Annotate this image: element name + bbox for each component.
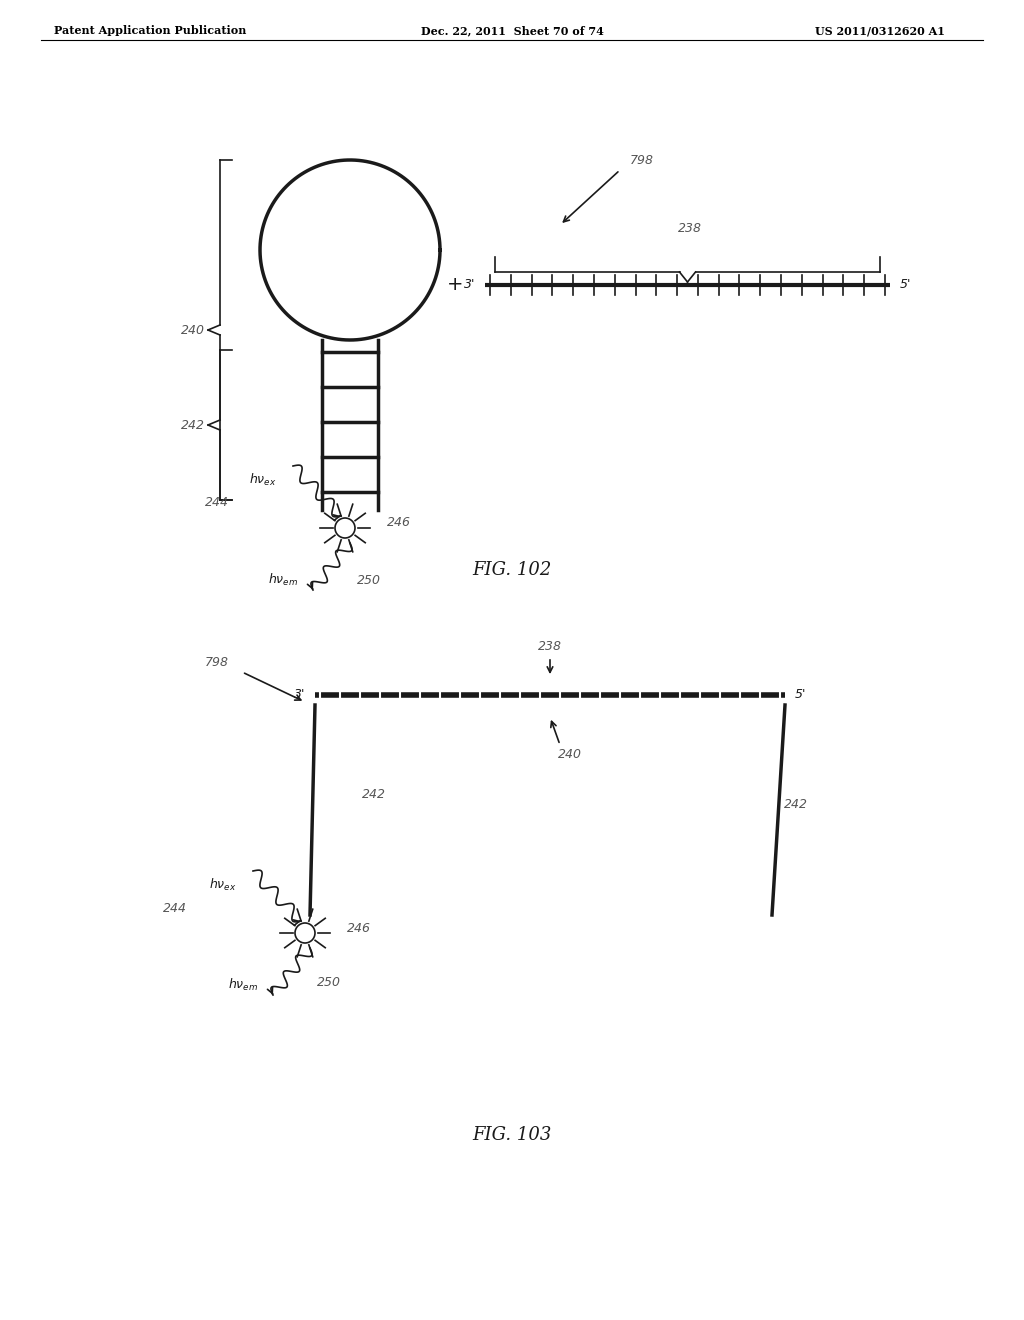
- Text: $h\nu_{ex}$: $h\nu_{ex}$: [249, 473, 276, 488]
- Text: $h\nu_{em}$: $h\nu_{em}$: [228, 977, 258, 993]
- Text: 246: 246: [387, 516, 411, 529]
- Text: 242: 242: [784, 799, 808, 812]
- Text: 5': 5': [795, 689, 806, 701]
- Text: FIG. 102: FIG. 102: [472, 561, 552, 579]
- Text: 5': 5': [900, 279, 911, 292]
- Text: 240: 240: [558, 748, 582, 762]
- Text: 798: 798: [205, 656, 229, 668]
- Text: 238: 238: [538, 640, 562, 653]
- Text: 250: 250: [317, 977, 341, 990]
- Text: 240: 240: [181, 323, 205, 337]
- Text: $h\nu_{em}$: $h\nu_{em}$: [268, 572, 298, 587]
- Text: 3': 3': [294, 689, 305, 701]
- Text: US 2011/0312620 A1: US 2011/0312620 A1: [815, 25, 945, 36]
- Text: Patent Application Publication: Patent Application Publication: [54, 25, 246, 36]
- Text: 238: 238: [678, 222, 702, 235]
- Text: 244: 244: [205, 496, 229, 510]
- Text: $h\nu_{ex}$: $h\nu_{ex}$: [209, 876, 237, 894]
- Text: 244: 244: [163, 902, 187, 915]
- Text: 250: 250: [357, 573, 381, 586]
- Text: 798: 798: [630, 153, 654, 166]
- Text: 246: 246: [347, 921, 371, 935]
- Text: +: +: [446, 276, 463, 294]
- Text: 3': 3': [464, 279, 475, 292]
- Text: 242: 242: [181, 418, 205, 432]
- Text: FIG. 103: FIG. 103: [472, 1126, 552, 1144]
- Text: 242: 242: [362, 788, 386, 801]
- Text: Dec. 22, 2011  Sheet 70 of 74: Dec. 22, 2011 Sheet 70 of 74: [421, 25, 603, 36]
